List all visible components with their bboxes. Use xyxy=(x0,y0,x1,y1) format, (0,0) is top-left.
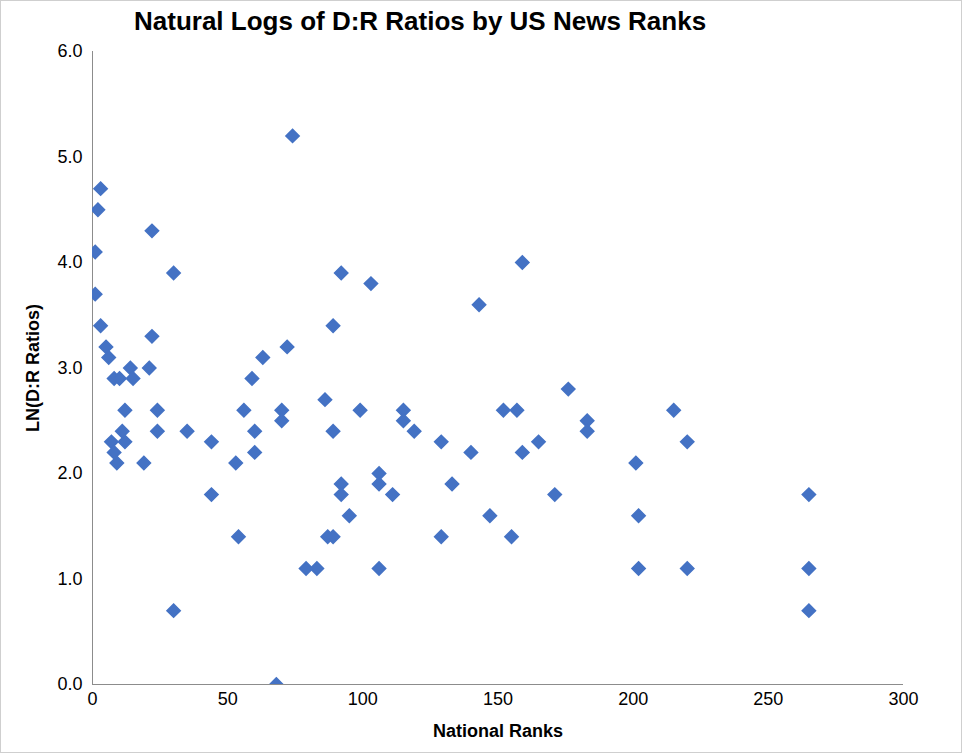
svg-text:100: 100 xyxy=(348,689,378,709)
svg-text:3.0: 3.0 xyxy=(57,358,82,378)
svg-text:2.0: 2.0 xyxy=(57,463,82,483)
svg-text:150: 150 xyxy=(483,689,513,709)
svg-text:LN(D:R Ratios): LN(D:R Ratios) xyxy=(23,304,43,432)
svg-text:4.0: 4.0 xyxy=(57,252,82,272)
svg-text:300: 300 xyxy=(888,689,918,709)
svg-text:200: 200 xyxy=(618,689,648,709)
svg-text:250: 250 xyxy=(753,689,783,709)
svg-text:0: 0 xyxy=(87,689,97,709)
html-text:Natural Logs of D:R Ratios by: Natural Logs of D:R Ratios by US News Ra… xyxy=(134,6,707,36)
svg-text:0.0: 0.0 xyxy=(57,674,82,694)
svg-text:50: 50 xyxy=(218,689,238,709)
svg-text:1.0: 1.0 xyxy=(57,569,82,589)
svg-text:National Ranks: National Ranks xyxy=(433,721,563,741)
svg-text:6.0: 6.0 xyxy=(57,41,82,61)
svg-text:5.0: 5.0 xyxy=(57,147,82,167)
